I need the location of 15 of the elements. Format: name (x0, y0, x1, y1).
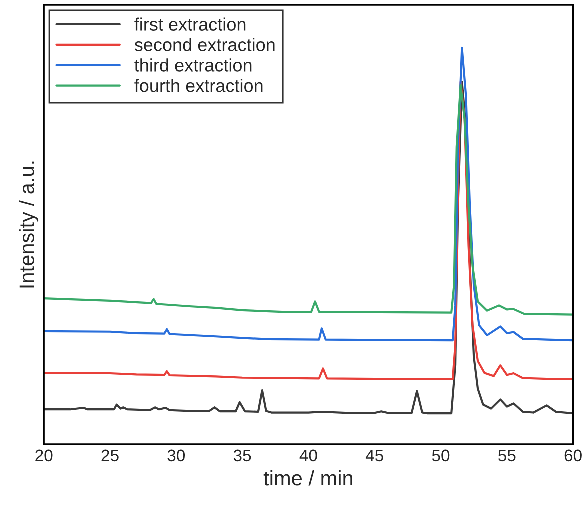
x-tick-label: 25 (102, 450, 119, 462)
x-tick-label: 40 (300, 450, 318, 462)
x-tick-label: 30 (168, 450, 186, 462)
y-axis-title: Intensity / a.u. (19, 162, 39, 288)
x-axis-title: time / min (264, 470, 352, 486)
legend-label: second extraction (134, 38, 275, 52)
legend-label: first extraction (134, 18, 246, 31)
x-tick-label: 55 (498, 450, 516, 462)
x-tick-label: 35 (234, 450, 252, 462)
x-tick-label: 20 (36, 450, 53, 462)
legend-label: fourth extraction (134, 79, 263, 92)
x-tick-label: 45 (366, 450, 384, 462)
x-tick-label: 50 (432, 450, 450, 462)
x-tick-label: 60 (564, 450, 582, 462)
legend-label: third extraction (134, 58, 252, 72)
